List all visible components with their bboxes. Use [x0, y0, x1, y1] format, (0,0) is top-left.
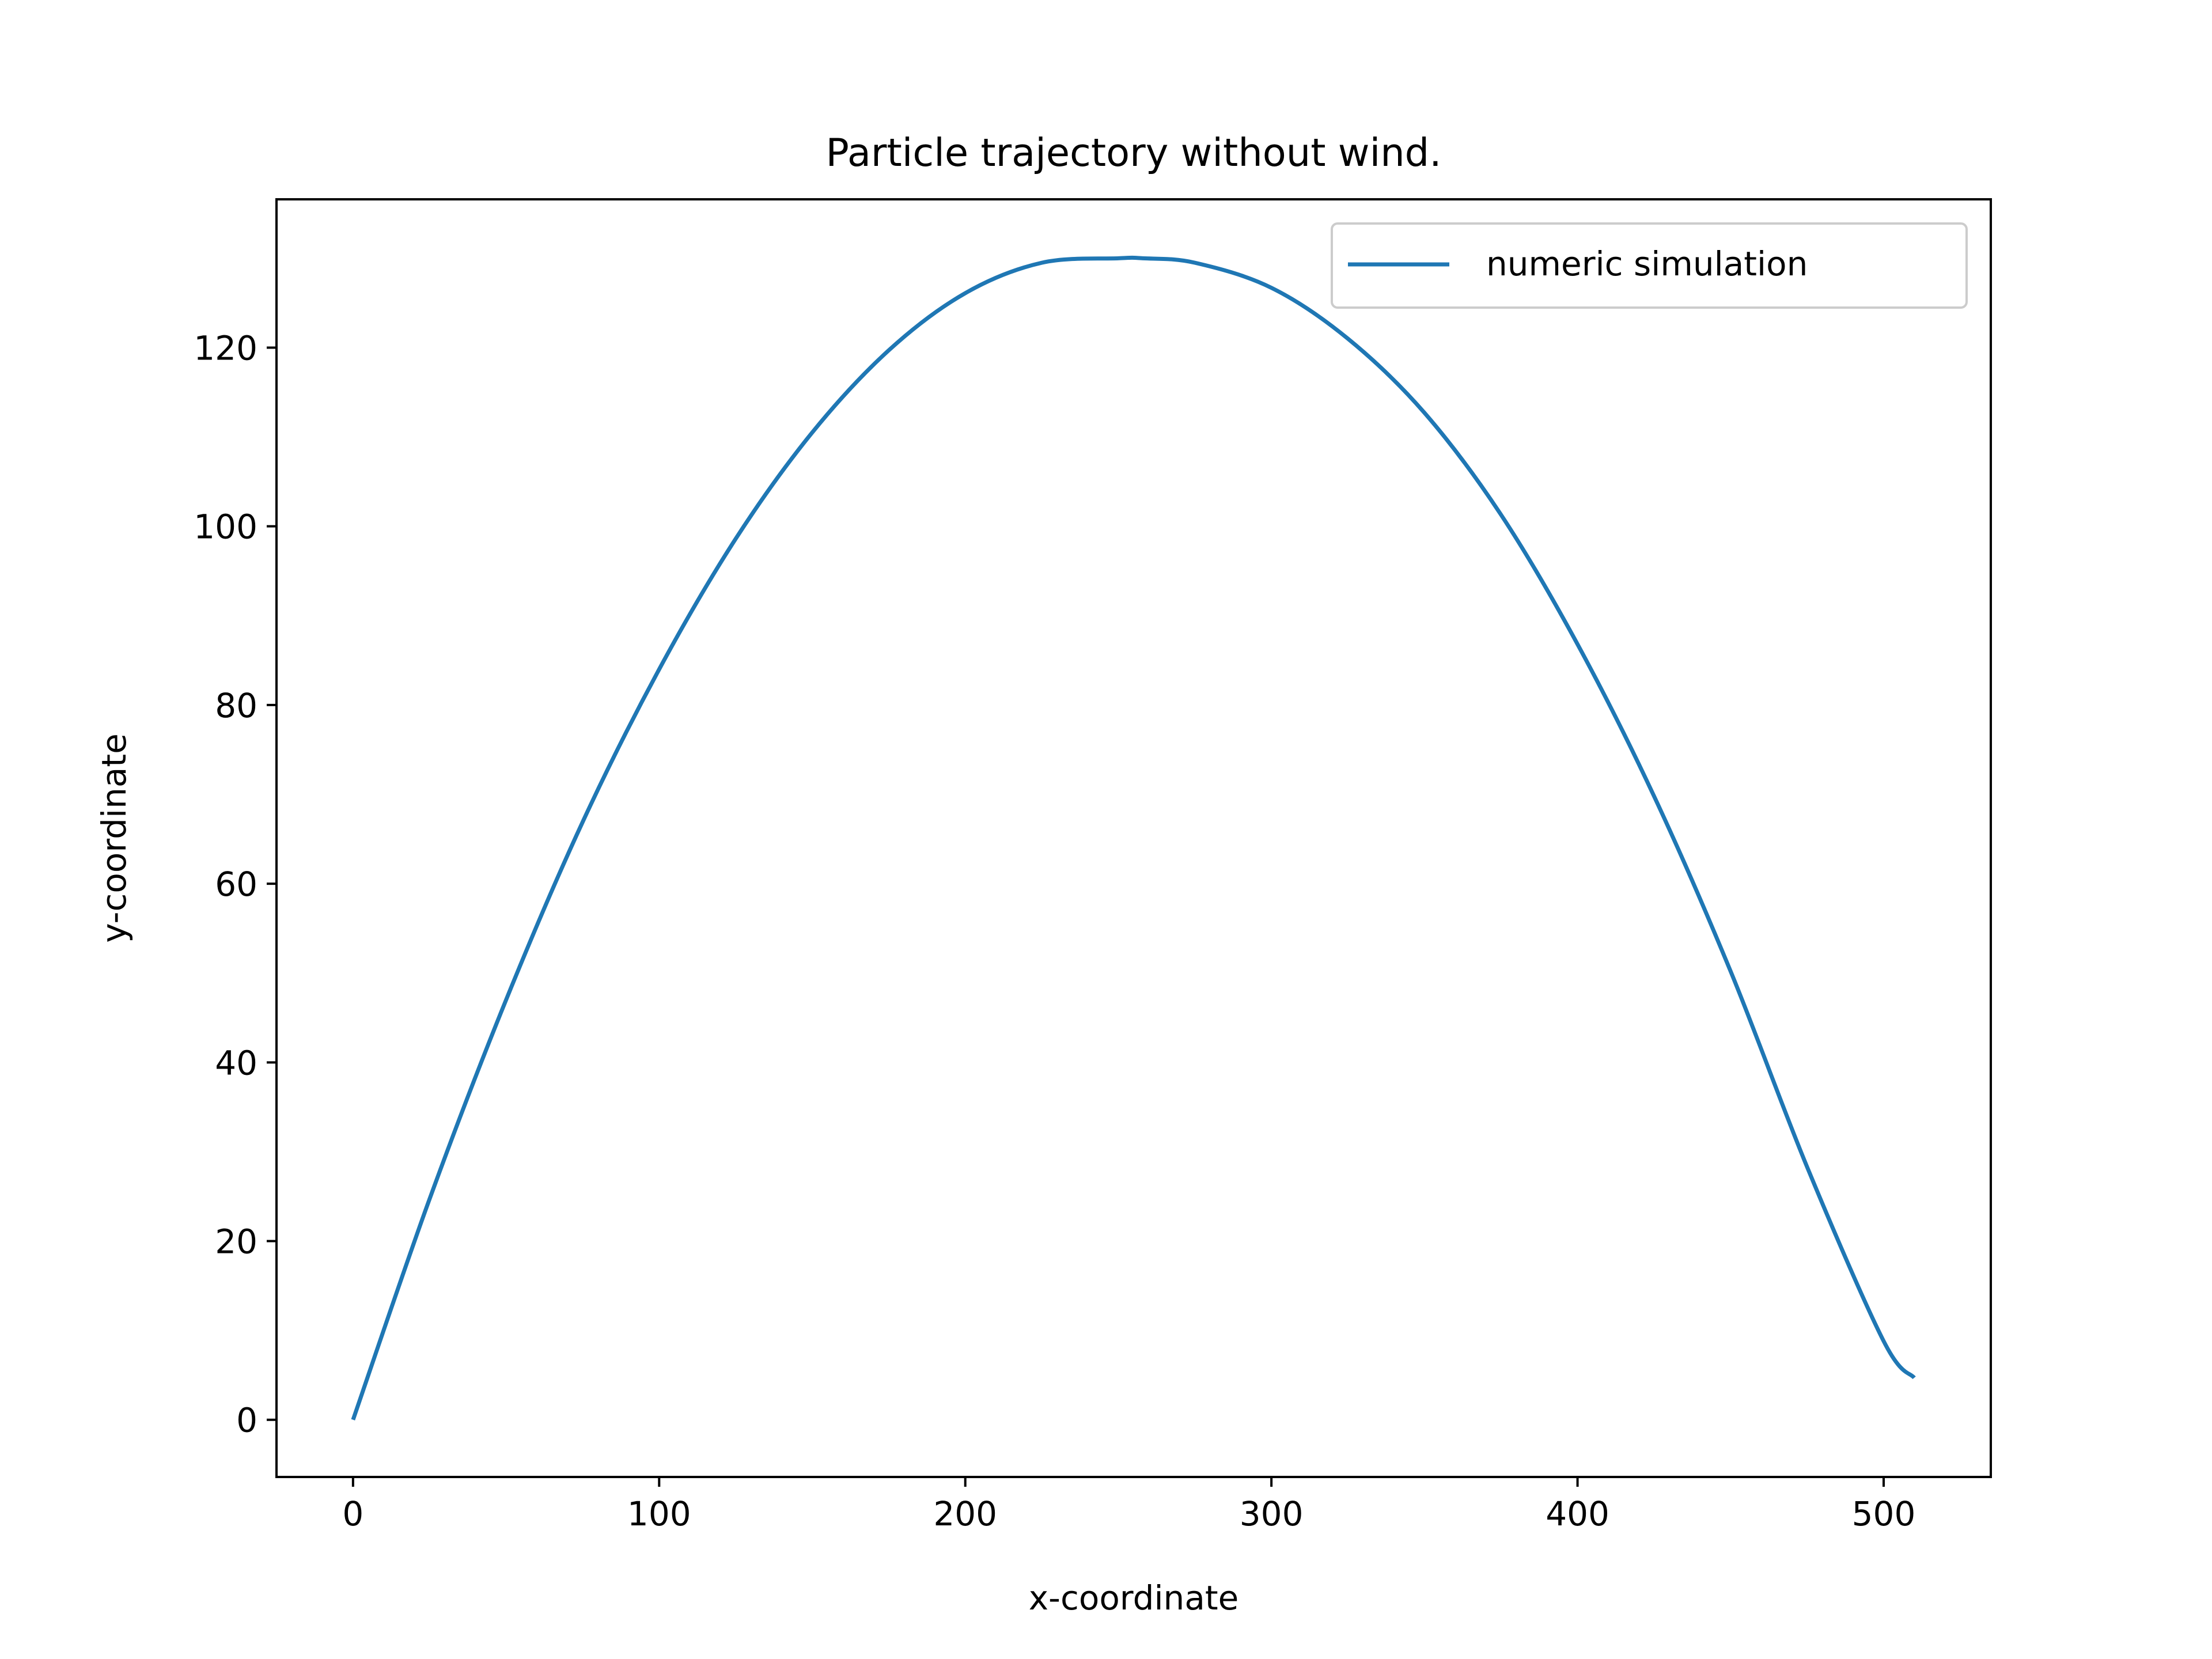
x-axis-label: x-coordinate [1029, 1578, 1239, 1618]
x-tick-label: 100 [627, 1494, 691, 1533]
y-tick-label: 100 [194, 507, 257, 547]
x-tick-label: 0 [342, 1494, 363, 1533]
y-tick-label: 40 [215, 1043, 257, 1082]
legend-box [1331, 222, 1968, 309]
y-tick-label: 80 [215, 686, 257, 725]
y-tick-label: 20 [215, 1222, 257, 1262]
x-tick-label: 200 [933, 1494, 997, 1533]
x-tick-label: 500 [1852, 1494, 1916, 1533]
y-axis-label: y-coordinate [94, 733, 134, 943]
chart-title: Particle trajectory without wind. [825, 130, 1441, 175]
plot-area [351, 255, 1916, 1421]
y-tick-label: 120 [194, 328, 257, 368]
y-tick-label: 60 [215, 865, 257, 904]
x-tick-label: 400 [1546, 1494, 1609, 1533]
axes-frame [275, 198, 1992, 1478]
y-tick-label: 0 [236, 1401, 257, 1440]
legend-label: numeric simulation [1486, 244, 1808, 283]
x-axis: 0 100 200 300 400 500 [342, 1477, 1915, 1533]
legend: numeric simulation [1331, 222, 1968, 309]
y-axis: 0 20 40 60 80 100 120 [194, 328, 276, 1440]
x-tick-label: 300 [1240, 1494, 1304, 1533]
series-line-numeric-simulation [351, 255, 1916, 1421]
